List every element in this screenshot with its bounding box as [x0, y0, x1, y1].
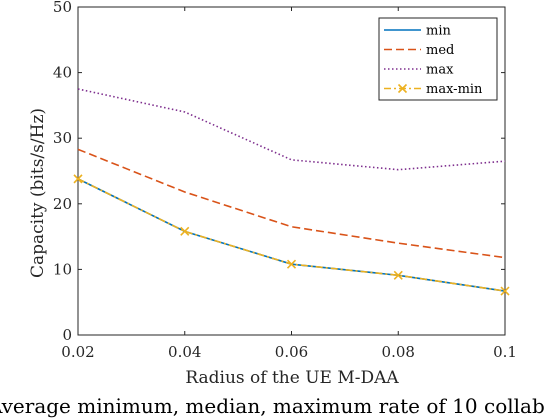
legend-box — [378, 17, 498, 101]
legend-label-min: min — [426, 24, 451, 39]
x-tick-label: 0.08 — [382, 343, 415, 361]
series-line-max — [77, 88, 506, 171]
point-max-min — [286, 259, 297, 269]
y-tick-label: 10 — [53, 260, 72, 278]
point-max-min — [500, 286, 510, 296]
y-tick-label: 20 — [53, 195, 72, 213]
x-tick-label: 0.06 — [275, 343, 308, 361]
point-max-min — [73, 174, 83, 184]
x-tick-label: 0.04 — [168, 343, 201, 361]
x-tick-label: 0.02 — [61, 343, 94, 361]
legend: min med max max-min — [378, 17, 498, 101]
series-line-max-min — [77, 178, 506, 292]
x-axis-ticks: 0.02 0.04 0.06 0.08 0.1 — [61, 7, 517, 361]
x-axis-label: Radius of the UE M-DAA — [185, 368, 399, 388]
y-tick-label: 40 — [53, 64, 72, 82]
series-line-min — [77, 178, 506, 292]
point-max-min — [180, 226, 190, 236]
series-line-med — [77, 148, 506, 259]
y-tick-label: 30 — [53, 129, 72, 147]
y-axis-label: Capacity (bits/s/Hz) — [28, 108, 48, 278]
y-tick-label: 50 — [53, 0, 72, 16]
x-tick-label: 0.1 — [493, 343, 517, 361]
series-layer — [73, 88, 510, 296]
figure-caption: Average minimum, median, maximum rate of… — [0, 394, 545, 418]
y-tick-label: 0 — [62, 326, 72, 344]
legend-label-med: med — [426, 43, 454, 58]
point-max-min — [393, 270, 403, 280]
legend-label-max: max — [426, 63, 454, 78]
legend-label-max-min: max-min — [426, 82, 483, 97]
y-axis-ticks: 0 10 20 30 40 50 — [53, 0, 505, 344]
